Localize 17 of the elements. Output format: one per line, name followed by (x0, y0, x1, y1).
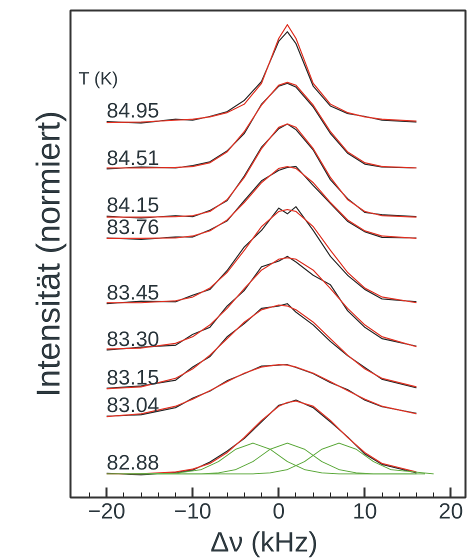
x-tick-label: 10 (352, 498, 378, 524)
series-label: 83.30 (106, 328, 160, 351)
series-label: 83.76 (106, 216, 160, 239)
series-label: 84.51 (106, 146, 160, 170)
series-label: 84.15 (106, 194, 160, 218)
series-label: 83.45 (106, 282, 160, 305)
series-label: 83.04 (106, 394, 160, 418)
x-tick-label: 0 (272, 498, 285, 524)
x-axis-title: Δν (kHz) (210, 526, 318, 558)
series-label: 84.95 (106, 100, 160, 123)
series-label: 83.15 (106, 366, 160, 390)
legend-title: T (K) (78, 68, 118, 88)
x-tick-label: −10 (174, 498, 212, 524)
x-tick-label: −20 (88, 498, 126, 524)
series-label: 82.88 (106, 451, 160, 474)
x-tick-label: 20 (438, 498, 464, 524)
y-axis-title: Intensität (normiert) (30, 110, 66, 398)
